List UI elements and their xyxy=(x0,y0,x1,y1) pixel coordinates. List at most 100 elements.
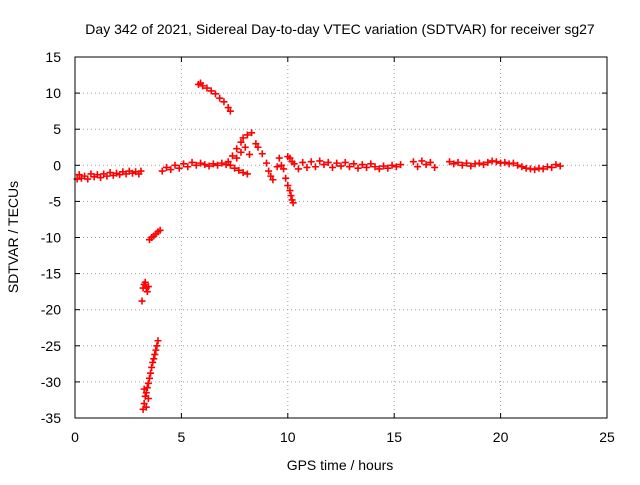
data-point xyxy=(192,161,200,169)
data-point xyxy=(201,161,209,169)
data-point xyxy=(294,165,302,173)
data-point xyxy=(203,84,211,92)
data-point xyxy=(143,288,151,296)
y-tick-label: -15 xyxy=(41,266,61,282)
y-tick-label: -5 xyxy=(49,193,62,209)
data-point xyxy=(299,158,307,166)
data-point xyxy=(138,297,146,305)
data-point xyxy=(141,278,149,286)
y-tick-label: 10 xyxy=(45,85,61,101)
data-point xyxy=(184,163,192,171)
data-point xyxy=(548,163,556,171)
data-point xyxy=(245,150,253,158)
data-point xyxy=(467,162,475,170)
data-point xyxy=(454,158,462,166)
data-point xyxy=(226,107,234,115)
data-point xyxy=(148,363,156,371)
data-point xyxy=(539,165,547,173)
data-points-layer xyxy=(73,79,564,413)
data-point xyxy=(224,104,232,112)
data-point xyxy=(167,166,175,174)
data-point xyxy=(367,160,375,168)
data-point xyxy=(409,158,417,166)
y-tick-label: 5 xyxy=(53,121,61,137)
data-point xyxy=(239,134,247,142)
data-point xyxy=(514,161,522,169)
data-point xyxy=(103,172,111,180)
data-point xyxy=(277,161,285,169)
data-point xyxy=(147,369,155,377)
data-point xyxy=(84,175,92,183)
grid-layer xyxy=(75,57,607,418)
data-point xyxy=(175,164,183,172)
data-point xyxy=(235,166,243,174)
data-point xyxy=(418,157,426,165)
data-point xyxy=(333,159,341,167)
data-point xyxy=(422,161,430,169)
data-point xyxy=(384,164,392,172)
data-point xyxy=(286,154,294,162)
data-point xyxy=(241,143,249,151)
data-point xyxy=(307,158,315,166)
data-point xyxy=(216,94,224,102)
data-point xyxy=(112,169,120,177)
data-point xyxy=(388,161,396,169)
data-point xyxy=(371,163,379,171)
data-point xyxy=(142,389,150,397)
data-point xyxy=(446,158,454,166)
data-point xyxy=(552,161,560,169)
data-point xyxy=(263,159,271,167)
data-point xyxy=(145,374,153,382)
data-point xyxy=(142,403,150,411)
data-point xyxy=(144,395,152,403)
chart-title: Day 342 of 2021, Sidereal Day-to-day VTE… xyxy=(85,21,595,37)
data-point xyxy=(237,148,245,156)
data-point xyxy=(392,163,400,171)
data-point xyxy=(239,169,247,177)
data-point xyxy=(199,82,207,90)
data-point xyxy=(509,159,517,167)
data-point xyxy=(311,163,319,171)
data-point xyxy=(265,167,273,175)
data-point xyxy=(224,158,232,166)
data-point xyxy=(231,164,239,172)
x-tick-label: 20 xyxy=(493,429,509,445)
data-point xyxy=(144,379,152,387)
data-point xyxy=(450,160,458,168)
data-point xyxy=(137,167,145,175)
data-point xyxy=(152,346,160,354)
data-point xyxy=(144,283,152,291)
data-point xyxy=(397,161,405,169)
data-point xyxy=(492,158,500,166)
data-point xyxy=(501,158,509,166)
y-tick-label: 15 xyxy=(45,49,61,65)
data-point xyxy=(254,143,262,151)
data-point xyxy=(75,171,83,179)
data-point xyxy=(150,355,158,363)
data-point xyxy=(556,162,564,170)
x-tick-label: 0 xyxy=(71,429,79,445)
data-point xyxy=(324,158,332,166)
data-point xyxy=(237,138,245,146)
data-point xyxy=(233,145,241,153)
data-point xyxy=(214,161,222,169)
data-point xyxy=(358,161,366,169)
data-point xyxy=(209,160,217,168)
data-point xyxy=(220,98,228,106)
data-point xyxy=(218,159,226,167)
data-point xyxy=(140,385,148,393)
data-point xyxy=(243,170,251,178)
data-point xyxy=(143,384,151,392)
data-point xyxy=(154,337,162,345)
data-point xyxy=(128,169,136,177)
y-tick-label: -25 xyxy=(41,338,61,354)
data-point xyxy=(463,159,471,167)
data-point xyxy=(480,161,488,169)
data-point xyxy=(303,163,311,171)
data-point xyxy=(380,162,388,170)
data-point xyxy=(267,172,275,180)
data-point xyxy=(275,154,283,162)
data-point xyxy=(414,163,422,171)
